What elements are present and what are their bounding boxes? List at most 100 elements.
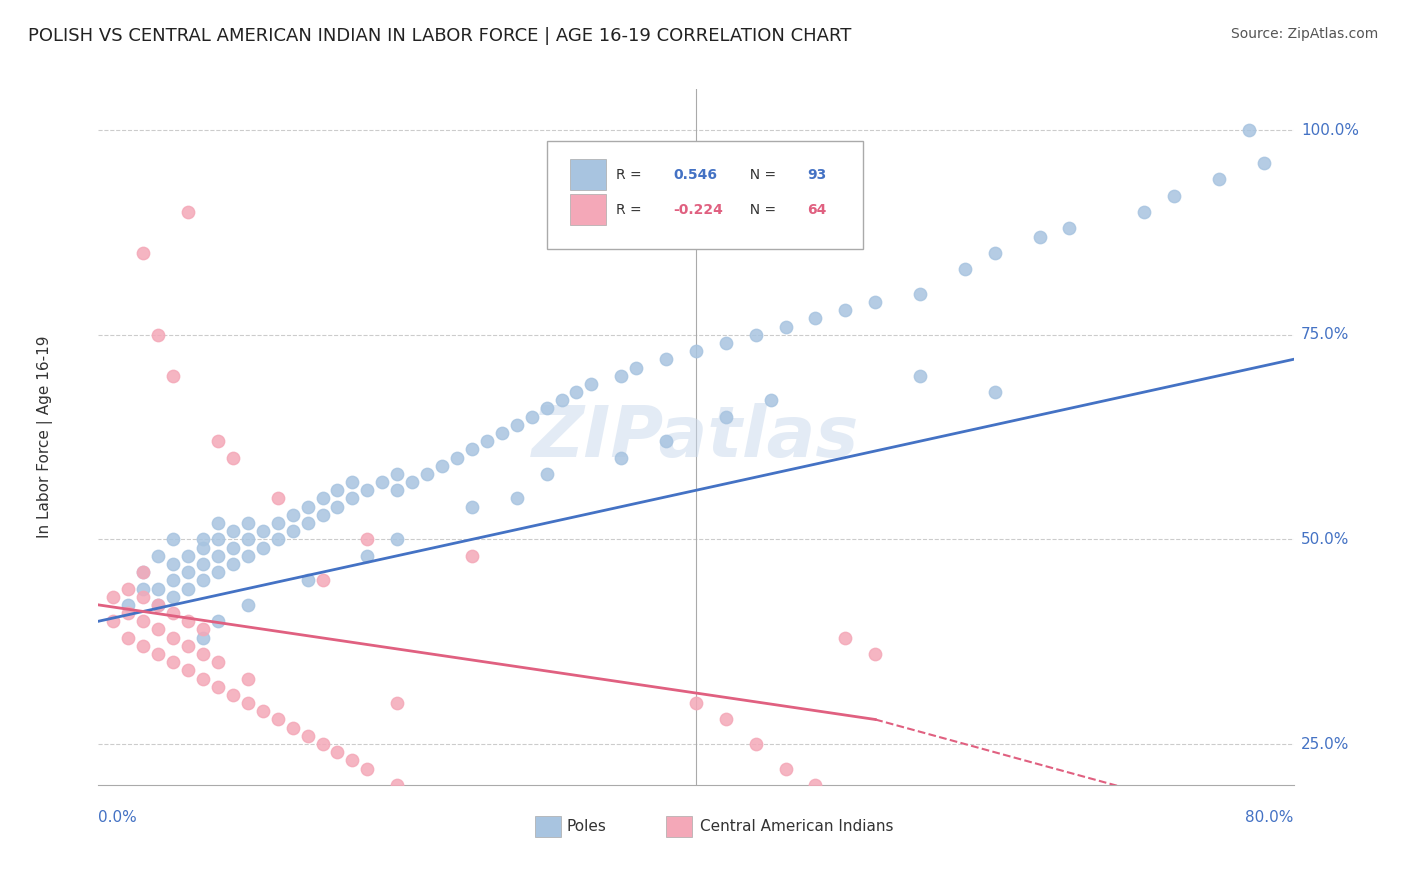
Point [207, 680, 229, 694]
Point [177, 639, 200, 653]
Point [655, 884, 678, 892]
Point [356, 762, 378, 776]
Point [1253, 156, 1275, 170]
FancyBboxPatch shape [534, 816, 561, 837]
Point [191, 541, 214, 555]
Point [356, 533, 378, 547]
Point [132, 639, 155, 653]
Point [461, 549, 484, 563]
Point [311, 508, 333, 522]
Point [191, 631, 214, 645]
Text: Poles: Poles [567, 819, 607, 834]
Point [714, 713, 737, 727]
Point [236, 696, 259, 710]
Text: POLISH VS CENTRAL AMERICAN INDIAN IN LABOR FORCE | AGE 16-19 CORRELATION CHART: POLISH VS CENTRAL AMERICAN INDIAN IN LAB… [28, 27, 852, 45]
Point [132, 590, 155, 604]
Point [342, 491, 364, 506]
Point [207, 516, 229, 530]
Point [117, 631, 139, 645]
Point [236, 672, 259, 686]
Point [714, 409, 737, 424]
Point [132, 582, 155, 596]
Point [207, 434, 229, 449]
Point [191, 533, 214, 547]
Point [461, 819, 484, 833]
Point [714, 876, 737, 890]
Point [385, 778, 409, 792]
Point [506, 835, 529, 849]
Point [177, 549, 200, 563]
Point [371, 475, 394, 489]
Point [162, 557, 184, 571]
Point [685, 860, 707, 874]
Point [148, 598, 170, 612]
Point [236, 549, 259, 563]
Point [222, 688, 245, 702]
Point [446, 450, 468, 465]
Point [132, 565, 155, 579]
Point [326, 483, 349, 498]
Point [626, 360, 648, 375]
Text: N =: N = [741, 168, 780, 182]
Point [326, 745, 349, 759]
Text: 0.0%: 0.0% [98, 810, 138, 824]
Text: 25.0%: 25.0% [1301, 737, 1350, 752]
Point [222, 524, 245, 539]
Point [207, 655, 229, 669]
Point [177, 565, 200, 579]
Point [252, 704, 274, 718]
Point [1237, 123, 1260, 137]
Point [610, 368, 633, 383]
Point [207, 549, 229, 563]
Point [356, 483, 378, 498]
Point [865, 647, 887, 661]
Point [416, 467, 439, 481]
Text: Central American Indians: Central American Indians [700, 819, 893, 834]
Text: 75.0%: 75.0% [1301, 327, 1350, 343]
Text: 64: 64 [807, 202, 827, 217]
Text: Source: ZipAtlas.com: Source: ZipAtlas.com [1230, 27, 1378, 41]
FancyBboxPatch shape [571, 159, 606, 190]
Point [148, 598, 170, 612]
Point [385, 483, 409, 498]
Point [610, 450, 633, 465]
Point [385, 467, 409, 481]
Point [236, 598, 259, 612]
Point [520, 409, 543, 424]
Point [148, 582, 170, 596]
Point [385, 696, 409, 710]
Point [222, 557, 245, 571]
Point [191, 647, 214, 661]
Point [267, 533, 290, 547]
Point [207, 533, 229, 547]
Point [506, 417, 529, 432]
Point [581, 376, 603, 391]
Point [461, 500, 484, 514]
Point [714, 335, 737, 350]
Point [430, 458, 453, 473]
Point [162, 655, 184, 669]
Point [132, 246, 155, 260]
Text: ZIPatlas: ZIPatlas [533, 402, 859, 472]
Point [207, 565, 229, 579]
Text: R =: R = [616, 168, 645, 182]
Point [191, 574, 214, 588]
Point [103, 614, 125, 628]
Point [475, 434, 498, 449]
Point [610, 868, 633, 882]
Point [297, 729, 319, 743]
Point [1028, 229, 1050, 244]
Point [117, 598, 139, 612]
Text: In Labor Force | Age 16-19: In Labor Force | Age 16-19 [37, 335, 52, 539]
Point [953, 262, 976, 277]
Point [775, 319, 797, 334]
Point [908, 286, 931, 301]
Point [804, 311, 827, 326]
Point [745, 327, 768, 342]
Text: -0.224: -0.224 [673, 202, 723, 217]
Text: 93: 93 [807, 168, 827, 182]
Point [984, 246, 1007, 260]
Point [655, 434, 678, 449]
Point [177, 614, 200, 628]
Point [148, 623, 170, 637]
